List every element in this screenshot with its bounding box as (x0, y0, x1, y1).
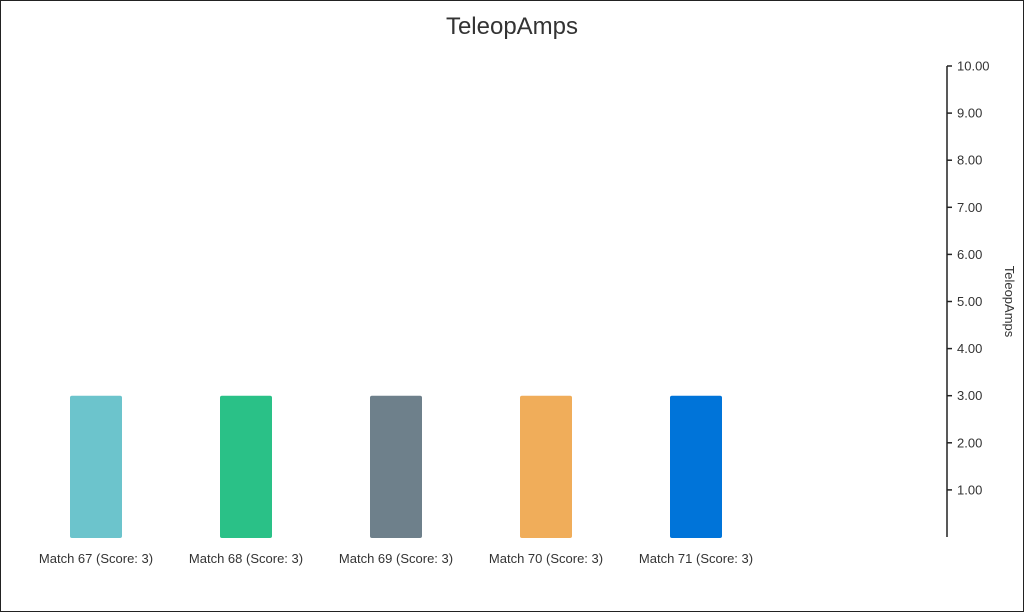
bar-match-69[interactable] (370, 395, 422, 538)
y-axis-title: TeleopAmps (1002, 266, 1017, 338)
bar-match-70[interactable] (520, 395, 572, 538)
y-tick-label: 4.00 (957, 341, 982, 356)
bar-match-71[interactable] (670, 395, 722, 538)
bars-group (70, 395, 722, 538)
y-tick-label: 10.00 (957, 59, 990, 74)
y-tick-label: 3.00 (957, 388, 982, 403)
y-tick-label: 7.00 (957, 200, 982, 215)
chart-title: TeleopAmps (445, 13, 579, 40)
category-label: Match 70 (Score: 3) (489, 551, 603, 566)
y-axis: 1.00 2.00 3.00 4.00 5.00 6.00 7.00 8.00 9.00 10.0… (946, 59, 990, 537)
bar-match-68[interactable] (220, 395, 272, 538)
y-tick-label: 8.00 (957, 153, 982, 168)
category-labels-group: Match 67 (Score: 3) Match 68 (Score: 3) Ma… (39, 551, 753, 566)
y-tick-label: 1.00 (957, 482, 982, 497)
category-label: Match 69 (Score: 3) (339, 551, 453, 566)
y-tick-label: 6.00 (957, 247, 982, 262)
y-tick-label: 2.00 (957, 435, 982, 450)
category-label: Match 71 (Score: 3) (639, 551, 753, 566)
bar-match-67[interactable] (70, 395, 122, 538)
category-label: Match 68 (Score: 3) (189, 551, 303, 566)
y-tick-label: 5.00 (957, 294, 982, 309)
y-tick-label: 9.00 (957, 106, 982, 121)
category-label: Match 67 (Score: 3) (39, 551, 153, 566)
